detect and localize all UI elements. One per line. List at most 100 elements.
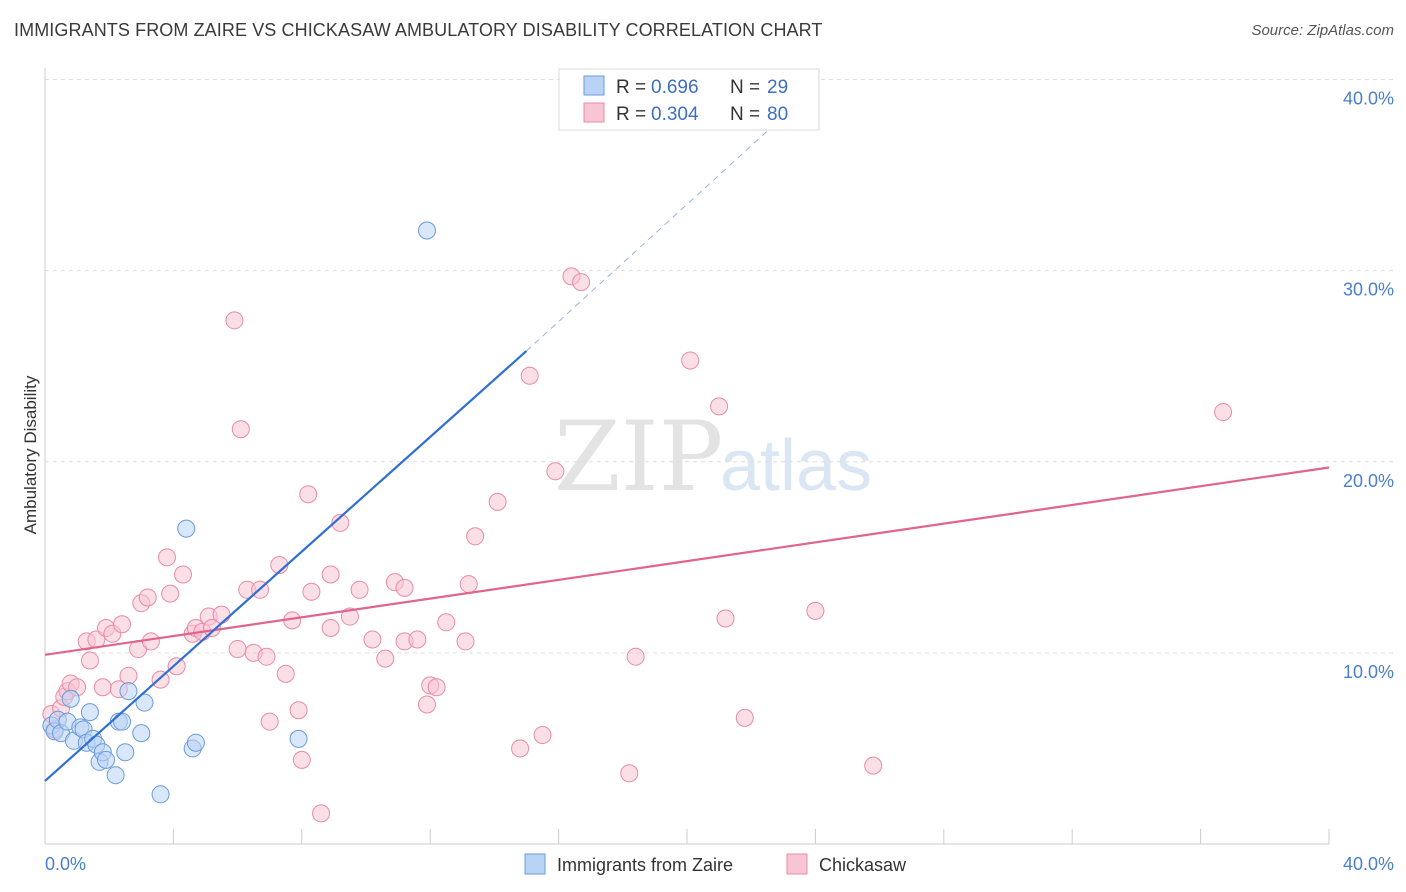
y-tick-label: 20.0% (1343, 471, 1394, 491)
chickasaw-point (620, 764, 639, 783)
y-tick-label: 10.0% (1343, 662, 1394, 682)
series-swatch-chickasaw (786, 853, 808, 875)
zaire-trend-line (44, 350, 528, 782)
chickasaw-point (735, 708, 754, 727)
zaire-point (132, 724, 151, 743)
zaire-points (42, 221, 436, 804)
chickasaw-point (864, 756, 883, 775)
chickasaw-point (141, 632, 160, 651)
chickasaw-point (302, 582, 321, 601)
chart-title: IMMIGRANTS FROM ZAIRE VS CHICKASAW AMBUL… (14, 20, 823, 40)
chickasaw-point (395, 578, 414, 597)
zaire-point (61, 689, 80, 708)
chickasaw-point (572, 273, 591, 292)
chickasaw-point (456, 632, 475, 651)
zaire-point (106, 766, 125, 785)
legend-r-label-chickasaw: R = (616, 104, 646, 125)
chickasaw-point (376, 649, 395, 668)
chickasaw-point (408, 630, 427, 649)
chickasaw-point (119, 666, 138, 685)
chickasaw-point (437, 613, 456, 632)
series-label-chickasaw: Chickasaw (819, 855, 907, 875)
chickasaw-point (212, 605, 231, 624)
chickasaw-point (716, 609, 735, 628)
chickasaw-point (459, 575, 478, 594)
chickasaw-point (228, 640, 247, 659)
chickasaw-point (312, 804, 331, 823)
chickasaw-points (42, 267, 1233, 823)
y-axis-label: Ambulatory Disability (21, 375, 40, 534)
chickasaw-point (681, 351, 700, 370)
chickasaw-point (276, 664, 295, 683)
chickasaw-point (138, 588, 157, 607)
x-axis-ticks (44, 829, 1330, 844)
chickasaw-point (225, 311, 244, 330)
chickasaw-point (321, 619, 340, 638)
legend-n-value-zaire: 29 (767, 77, 788, 98)
chickasaw-point (710, 397, 729, 416)
chickasaw-point (488, 492, 507, 511)
chickasaw-point (93, 678, 112, 697)
source-credit: Source: ZipAtlas.com (1251, 22, 1394, 39)
zaire-point (151, 785, 170, 804)
zaire-point (96, 750, 115, 769)
chickasaw-point (321, 565, 340, 584)
y-tick-label: 40.0% (1343, 89, 1394, 109)
chickasaw-point (289, 701, 308, 720)
chickasaw-point (520, 366, 539, 385)
x-tick-label-min: 0.0% (45, 854, 86, 874)
series-label-zaire: Immigrants from Zaire (557, 855, 733, 875)
legend-swatch-chickasaw (583, 102, 605, 123)
legend-n-label-chickasaw: N = (730, 104, 760, 125)
trend-lines (44, 86, 1330, 782)
chickasaw-point (340, 607, 359, 626)
legend-r-value-chickasaw: 0.304 (651, 104, 699, 125)
chickasaw-point (363, 630, 382, 649)
zaire-point (113, 712, 132, 731)
chickasaw-point (806, 601, 825, 620)
chickasaw-point (626, 647, 645, 666)
legend-swatch-zaire (583, 75, 605, 96)
chickasaw-point (533, 726, 552, 745)
chickasaw-point (174, 565, 193, 584)
y-tick-label: 30.0% (1343, 280, 1394, 300)
zaire-point (135, 693, 154, 712)
zaire-point (80, 703, 99, 722)
zaire-point (417, 221, 436, 240)
series-swatch-zaire (524, 853, 546, 875)
legend-r-value-zaire: 0.696 (651, 77, 699, 98)
chickasaw-point (427, 678, 446, 697)
zaire-point (116, 743, 135, 762)
series-legend: Immigrants from Zaire Chickasaw (524, 853, 907, 875)
chickasaw-point (417, 695, 436, 714)
chickasaw-point (350, 580, 369, 599)
legend-n-value-chickasaw: 80 (767, 104, 788, 125)
chickasaw-point (167, 657, 186, 676)
chickasaw-point (466, 527, 485, 546)
gridlines (45, 79, 1394, 654)
chickasaw-point (202, 619, 221, 638)
watermark-zip: ZIP (554, 401, 723, 513)
chickasaw-point (546, 462, 565, 481)
chickasaw-point (231, 420, 250, 439)
legend-n-label-zaire: N = (730, 77, 760, 98)
chickasaw-point (1214, 403, 1233, 422)
chickasaw-point (292, 750, 311, 769)
chickasaw-point (331, 513, 350, 532)
zaire-point (186, 733, 205, 752)
zaire-point (119, 682, 138, 701)
correlation-legend: R = 0.696 N = 29 R = 0.304 N = 80 (558, 68, 820, 131)
chickasaw-trend-line (44, 466, 1330, 656)
y-axis-tick-labels: 10.0% 20.0% 30.0% 40.0% (1343, 89, 1394, 682)
legend-r-label-zaire: R = (616, 77, 646, 98)
zaire-point (289, 729, 308, 748)
chickasaw-point (257, 647, 276, 666)
chickasaw-point (260, 712, 279, 731)
x-tick-label-max: 40.0% (1343, 854, 1394, 874)
chickasaw-point (511, 739, 530, 758)
chickasaw-point (157, 548, 176, 567)
chickasaw-point (80, 651, 99, 670)
chickasaw-point (113, 615, 132, 634)
watermark-atlas: atlas (720, 426, 872, 506)
